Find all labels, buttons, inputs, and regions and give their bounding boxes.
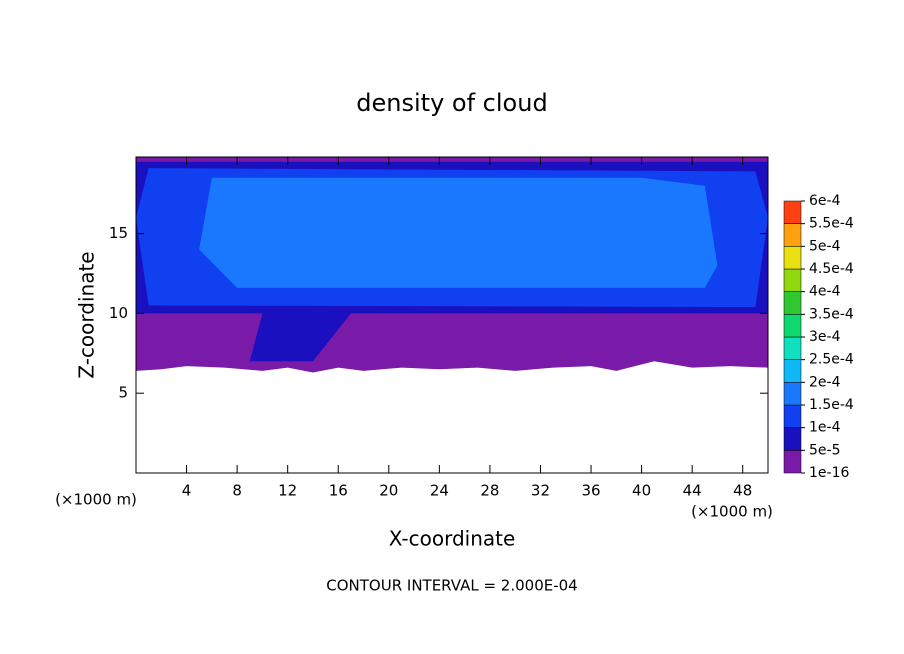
x-axis-label: X-coordinate: [389, 527, 516, 551]
plot-frame: [135, 156, 769, 474]
colorbar-swatch: [783, 450, 802, 474]
colorbar-label: 3.5e-4: [809, 306, 854, 322]
x-tick-label: 20: [379, 482, 398, 500]
colorbar-swatch: [783, 223, 802, 247]
x-tick-label: 48: [733, 482, 752, 500]
colorbar-swatch: [783, 427, 802, 451]
x-tick-label: 28: [480, 482, 499, 500]
colorbar-label: 4e-4: [809, 284, 841, 300]
colorbar-label: 1.5e-4: [809, 397, 854, 413]
colorbar-label: 1e-16: [809, 465, 849, 481]
x-tick-label: 12: [278, 482, 297, 500]
colorbar-swatch: [783, 200, 802, 224]
colorbar-swatch: [783, 246, 802, 270]
x-tick-label: 36: [581, 482, 600, 500]
chart-title: density of cloud: [356, 89, 547, 117]
colorbar-label: 1e-4: [809, 420, 841, 436]
y-tick-label: 15: [109, 224, 128, 242]
colorbar-swatch: [783, 404, 802, 428]
y-unit: (×1000 m): [55, 491, 137, 509]
y-axis-label: Z-coordinate: [75, 251, 99, 378]
colorbar-swatch: [783, 336, 802, 360]
footer: CONTOUR INTERVAL = 2.000E-04: [326, 577, 577, 595]
colorbar-swatch: [783, 359, 802, 383]
colorbar-swatch: [783, 268, 802, 292]
colorbar-swatch: [783, 382, 802, 406]
colorbar-label: 5e-5: [809, 442, 840, 458]
x-tick-label: 16: [329, 482, 348, 500]
colorbar-swatch: [783, 291, 802, 315]
x-tick-label: 24: [430, 482, 449, 500]
x-tick-label: 4: [182, 482, 192, 500]
x-unit: (×1000 m): [691, 503, 773, 521]
x-tick-label: 44: [683, 482, 702, 500]
colorbar-label: 5e-4: [809, 238, 841, 254]
colorbar-label: 2.5e-4: [809, 352, 854, 368]
x-tick-label: 8: [232, 482, 242, 500]
x-tick-label: 32: [531, 482, 550, 500]
y-tick-label: 10: [109, 304, 128, 322]
colorbar-label: 4.5e-4: [809, 261, 854, 277]
colorbar-swatch: [783, 314, 802, 338]
colorbar-label: 5.5e-4: [809, 216, 854, 232]
colorbar-label: 2e-4: [809, 374, 841, 390]
x-tick-label: 40: [632, 482, 651, 500]
colorbar-label: 3e-4: [809, 329, 841, 345]
y-tick-label: 5: [118, 384, 128, 402]
contour-region: [199, 177, 718, 288]
colorbar-label: 6e-4: [809, 193, 841, 209]
